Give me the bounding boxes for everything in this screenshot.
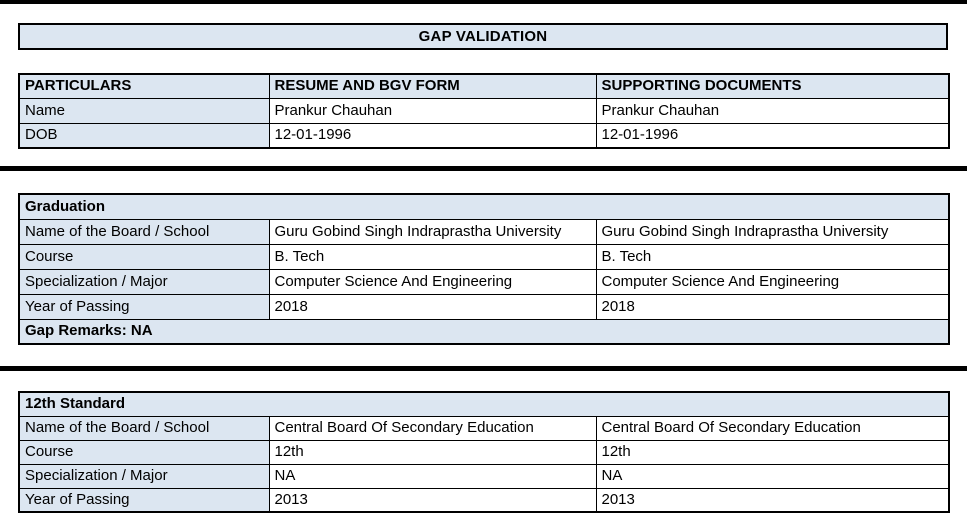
cell-label: Course: [18, 243, 270, 270]
column-header-particulars: PARTICULARS: [18, 73, 270, 99]
page-title: GAP VALIDATION: [18, 23, 948, 50]
cell-label: Specialization / Major: [18, 463, 270, 489]
cell-resume-value: Central Board Of Secondary Education: [268, 415, 597, 441]
gap-remarks-text: Gap Remarks: NA: [18, 318, 950, 345]
cell-resume-value: Computer Science And Engineering: [268, 268, 597, 295]
cell-supporting-value: Computer Science And Engineering: [595, 268, 950, 295]
cell-label: Course: [18, 439, 270, 465]
cell-label: Name: [18, 97, 270, 124]
section-divider-rule: [0, 366, 967, 371]
cell-supporting-value: Guru Gobind Singh Indraprastha Universit…: [595, 218, 950, 245]
table-row-board-school: Name of the Board / School Central Board…: [18, 415, 950, 441]
cell-supporting-value: Central Board Of Secondary Education: [595, 415, 950, 441]
cell-supporting-value: Prankur Chauhan: [595, 97, 950, 124]
cell-resume-value: Prankur Chauhan: [268, 97, 597, 124]
twelfth-section-header-row: 12th Standard: [18, 391, 950, 417]
cell-label: Name of the Board / School: [18, 415, 270, 441]
cell-label: DOB: [18, 122, 270, 149]
particulars-header-row: PARTICULARS RESUME AND BGV FORM SUPPORTI…: [18, 73, 950, 99]
gap-remarks-row: Gap Remarks: NA: [18, 318, 950, 345]
table-row-course: Course 12th 12th: [18, 439, 950, 465]
cell-resume-value: Guru Gobind Singh Indraprastha Universit…: [268, 218, 597, 245]
cell-resume-value: B. Tech: [268, 243, 597, 270]
table-row-year-of-passing: Year of Passing 2013 2013: [18, 487, 950, 513]
section-divider-rule: [0, 166, 967, 171]
table-row-board-school: Name of the Board / School Guru Gobind S…: [18, 218, 950, 245]
cell-supporting-value: B. Tech: [595, 243, 950, 270]
table-row-course: Course B. Tech B. Tech: [18, 243, 950, 270]
cell-supporting-value: 2018: [595, 293, 950, 320]
section-title: Graduation: [18, 193, 950, 220]
cell-label: Name of the Board / School: [18, 218, 270, 245]
table-row-specialization: Specialization / Major NA NA: [18, 463, 950, 489]
table-row-year-of-passing: Year of Passing 2018 2018: [18, 293, 950, 320]
cell-supporting-value: 12th: [595, 439, 950, 465]
cell-supporting-value: NA: [595, 463, 950, 489]
table-row-name: Name Prankur Chauhan Prankur Chauhan: [18, 97, 950, 124]
twelfth-standard-table: 12th Standard Name of the Board / School…: [18, 391, 951, 513]
table-row-dob: DOB 12-01-1996 12-01-1996: [18, 122, 950, 149]
column-header-supporting-docs: SUPPORTING DOCUMENTS: [595, 73, 950, 99]
cell-resume-value: 2018: [268, 293, 597, 320]
top-divider-rule: [0, 0, 967, 4]
cell-label: Year of Passing: [18, 293, 270, 320]
section-title: 12th Standard: [18, 391, 950, 417]
cell-resume-value: 2013: [268, 487, 597, 513]
particulars-table: PARTICULARS RESUME AND BGV FORM SUPPORTI…: [18, 73, 950, 149]
cell-label: Year of Passing: [18, 487, 270, 513]
cell-label: Specialization / Major: [18, 268, 270, 295]
cell-supporting-value: 12-01-1996: [595, 122, 950, 149]
graduation-table: Graduation Name of the Board / School Gu…: [18, 193, 951, 345]
cell-resume-value: 12th: [268, 439, 597, 465]
cell-resume-value: 12-01-1996: [268, 122, 597, 149]
gap-validation-document: GAP VALIDATION PARTICULARS RESUME AND BG…: [0, 0, 967, 513]
column-header-resume-bgv: RESUME AND BGV FORM: [268, 73, 597, 99]
table-row-specialization: Specialization / Major Computer Science …: [18, 268, 950, 295]
cell-resume-value: NA: [268, 463, 597, 489]
graduation-section-header-row: Graduation: [18, 193, 950, 220]
cell-supporting-value: 2013: [595, 487, 950, 513]
